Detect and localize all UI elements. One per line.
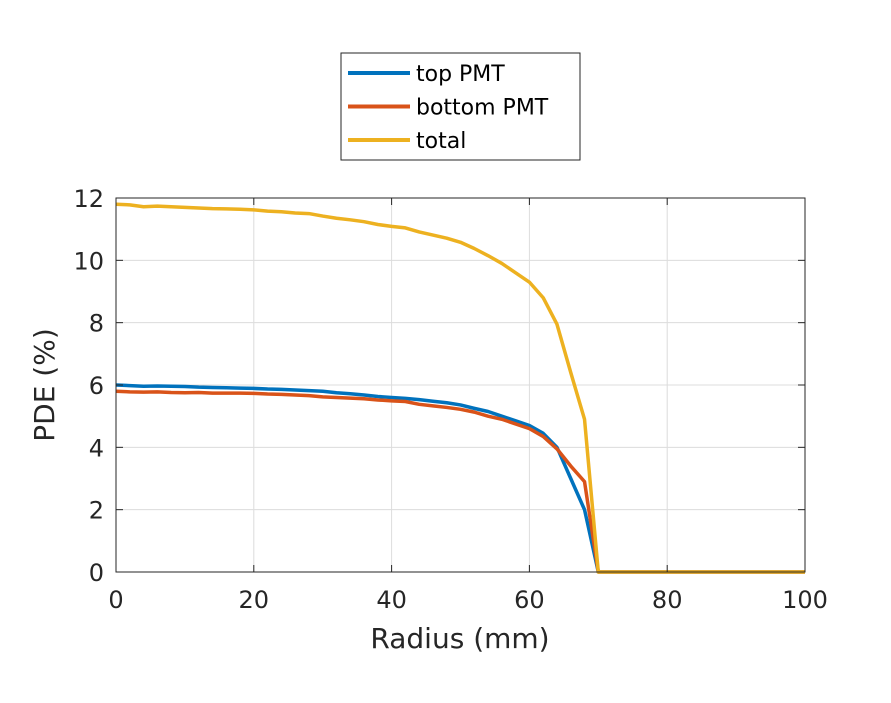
y-tick-label: 8 (89, 310, 104, 338)
x-axis-label: Radius (mm) (370, 622, 549, 655)
x-tick-label: 0 (108, 586, 123, 614)
legend-label: total (416, 129, 466, 154)
legend-label: bottom PMT (416, 96, 549, 121)
y-tick-label: 10 (73, 247, 104, 275)
y-tick-label: 6 (89, 372, 104, 400)
y-axis-label: PDE (%) (28, 328, 61, 442)
tick-labels: 0 20 40 60 80 100 0 2 4 6 8 10 12 (73, 185, 827, 614)
y-tick-label: 12 (73, 185, 104, 213)
x-tick-label: 100 (782, 586, 828, 614)
x-tick-label: 80 (652, 586, 683, 614)
x-tick-label: 20 (239, 586, 270, 614)
y-tick-label: 4 (89, 434, 104, 462)
legend-label: top PMT (416, 62, 505, 87)
x-tick-label: 60 (514, 586, 545, 614)
y-tick-label: 0 (89, 559, 104, 587)
axis-ticks (115, 197, 806, 573)
y-tick-label: 2 (89, 497, 104, 525)
legend: top PMT bottom PMT total (340, 52, 581, 161)
x-tick-label: 40 (376, 586, 407, 614)
